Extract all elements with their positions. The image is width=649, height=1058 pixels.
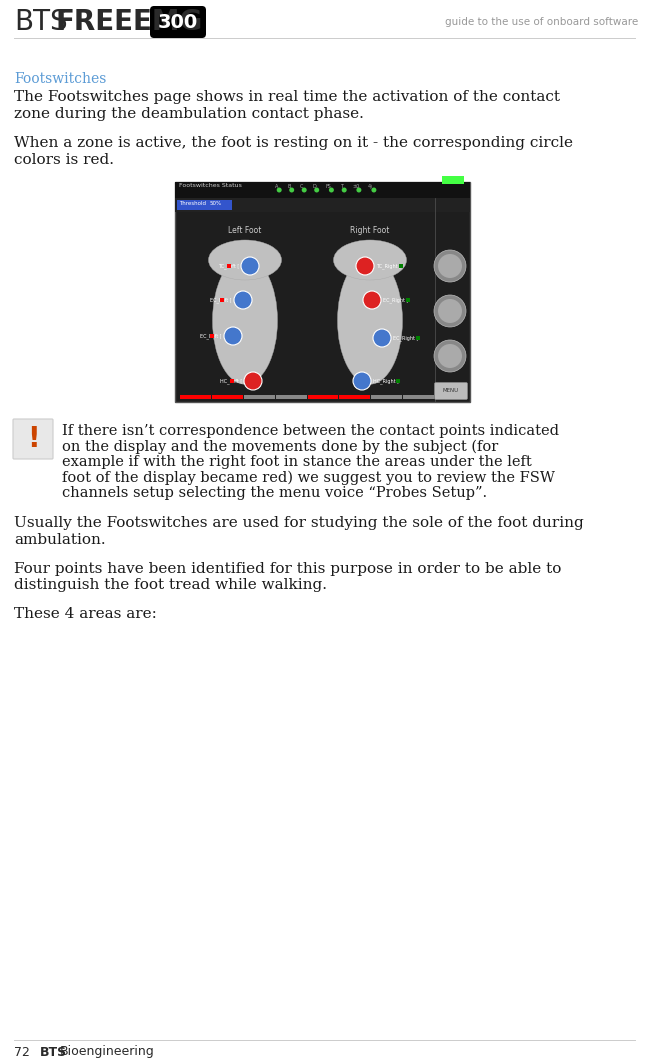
FancyBboxPatch shape xyxy=(434,383,467,400)
Text: guide to the use of onboard software: guide to the use of onboard software xyxy=(445,17,638,28)
Ellipse shape xyxy=(334,240,406,280)
Text: BTS: BTS xyxy=(40,1045,67,1058)
Bar xyxy=(371,395,402,399)
Circle shape xyxy=(363,291,381,309)
Bar xyxy=(308,395,338,399)
Bar xyxy=(339,395,370,399)
Text: TC_Right [: TC_Right [ xyxy=(376,263,401,269)
Circle shape xyxy=(438,344,462,368)
Text: 72: 72 xyxy=(14,1045,30,1058)
Text: Threshold: Threshold xyxy=(179,201,206,206)
Text: The Footswitches page shows in real time the activation of the contact: The Footswitches page shows in real time… xyxy=(14,90,560,104)
Ellipse shape xyxy=(208,240,282,280)
Bar xyxy=(244,395,275,399)
Circle shape xyxy=(434,250,466,282)
Bar xyxy=(403,395,434,399)
Circle shape xyxy=(356,257,374,275)
Text: Footswitches Status: Footswitches Status xyxy=(179,183,242,188)
Text: colors is red.: colors is red. xyxy=(14,153,114,167)
Text: 50%: 50% xyxy=(210,201,222,206)
Ellipse shape xyxy=(212,257,278,384)
Text: HC_Right [: HC_Right [ xyxy=(373,378,399,384)
Ellipse shape xyxy=(337,257,402,384)
Bar xyxy=(227,264,231,268)
Text: Bioengineering: Bioengineering xyxy=(60,1045,154,1058)
Circle shape xyxy=(342,187,347,193)
Text: EC_Left [: EC_Left [ xyxy=(201,333,222,339)
Circle shape xyxy=(314,187,319,193)
Text: Left Foot: Left Foot xyxy=(228,226,262,235)
Circle shape xyxy=(276,187,282,193)
Bar xyxy=(442,176,464,184)
Text: EC_Left [: EC_Left [ xyxy=(210,297,232,303)
Bar xyxy=(210,334,214,338)
Text: zone during the deambulation contact phase.: zone during the deambulation contact pha… xyxy=(14,107,364,121)
FancyBboxPatch shape xyxy=(177,200,232,209)
Text: T: T xyxy=(340,184,343,189)
Circle shape xyxy=(371,187,376,193)
Bar xyxy=(175,198,470,212)
Bar xyxy=(212,395,243,399)
Text: on the display and the movements done by the subject (for: on the display and the movements done by… xyxy=(62,439,498,454)
Circle shape xyxy=(241,257,259,275)
Text: MENU: MENU xyxy=(443,388,459,394)
Text: ambulation.: ambulation. xyxy=(14,532,106,547)
Text: BTS: BTS xyxy=(14,8,67,36)
Bar xyxy=(399,264,403,268)
Text: A: A xyxy=(275,184,278,189)
Text: If there isn’t correspondence between the contact points indicated: If there isn’t correspondence between th… xyxy=(62,424,559,438)
Text: These 4 areas are:: These 4 areas are: xyxy=(14,607,157,621)
Text: channels setup selecting the menu voice “Probes Setup”.: channels setup selecting the menu voice … xyxy=(62,486,487,500)
Circle shape xyxy=(353,372,371,390)
Circle shape xyxy=(438,299,462,323)
Text: Four points have been identified for this purpose in order to be able to: Four points have been identified for thi… xyxy=(14,562,561,576)
Bar xyxy=(175,182,470,402)
Circle shape xyxy=(356,187,361,193)
Bar xyxy=(276,395,306,399)
Text: example if with the right foot in stance the areas under the left: example if with the right foot in stance… xyxy=(62,455,532,469)
Circle shape xyxy=(438,254,462,278)
Text: distinguish the foot tread while walking.: distinguish the foot tread while walking… xyxy=(14,579,327,592)
Circle shape xyxy=(434,340,466,372)
Circle shape xyxy=(302,187,307,193)
Text: EC_Right [: EC_Right [ xyxy=(383,297,408,303)
Text: HC_Left [: HC_Left [ xyxy=(220,378,242,384)
Bar xyxy=(175,182,470,198)
Text: Right Foot: Right Foot xyxy=(350,226,389,235)
Text: C: C xyxy=(300,184,303,189)
Bar xyxy=(180,395,211,399)
Bar xyxy=(396,379,400,383)
Text: FS: FS xyxy=(325,184,331,189)
Text: 300: 300 xyxy=(158,13,198,32)
Text: Footswitches: Footswitches xyxy=(14,72,106,86)
Circle shape xyxy=(373,329,391,347)
Text: TC_Left [: TC_Left [ xyxy=(218,263,239,269)
Bar xyxy=(406,298,410,302)
Text: Usually the Footswitches are used for studying the sole of the foot during: Usually the Footswitches are used for st… xyxy=(14,515,583,529)
Circle shape xyxy=(289,187,294,193)
Text: EC_Right [: EC_Right [ xyxy=(393,335,419,341)
FancyBboxPatch shape xyxy=(150,6,206,38)
Bar xyxy=(416,336,420,340)
FancyBboxPatch shape xyxy=(13,419,53,459)
Text: 4): 4) xyxy=(367,184,373,189)
Bar xyxy=(230,379,234,383)
Circle shape xyxy=(244,372,262,390)
Circle shape xyxy=(224,327,242,345)
Text: foot of the display became red) we suggest you to review the FSW: foot of the display became red) we sugge… xyxy=(62,471,555,485)
Text: B: B xyxy=(288,184,291,189)
Bar xyxy=(220,298,224,302)
Circle shape xyxy=(329,187,334,193)
Text: D: D xyxy=(313,184,316,189)
Circle shape xyxy=(234,291,252,309)
Circle shape xyxy=(434,295,466,327)
Text: When a zone is active, the foot is resting on it - the corresponding circle: When a zone is active, the foot is resti… xyxy=(14,136,573,150)
Text: !: ! xyxy=(27,425,40,453)
Text: FREEEMG: FREEEMG xyxy=(55,8,202,36)
Text: ±0: ±0 xyxy=(352,184,360,189)
